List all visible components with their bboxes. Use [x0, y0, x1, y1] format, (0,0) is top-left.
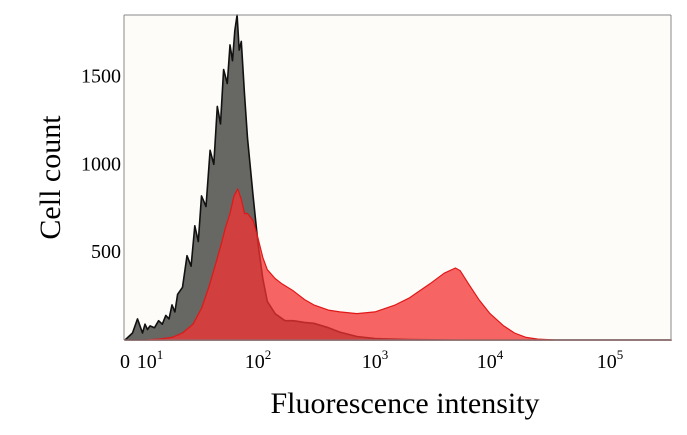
y-tick-label-1500: 1500	[81, 66, 121, 88]
y-tick-label-1000: 1000	[81, 153, 121, 175]
y-tick-label-500: 500	[91, 241, 121, 263]
x-tick-labels: 0 101 102 103 104 105	[120, 347, 623, 373]
histogram-series-2	[124, 188, 672, 341]
x-tick-label-10e4: 104	[477, 347, 504, 373]
x-tick-label-10e1: 101	[137, 347, 164, 373]
series-layer	[124, 14, 672, 341]
y-tick-labels: 500 1000 1500	[81, 66, 121, 264]
x-tick-label-0: 0	[120, 351, 130, 373]
x-tick-label-10e5: 105	[597, 347, 624, 373]
x-axis-title: Fluorescence intensity	[270, 387, 539, 420]
x-tick-label-10e3: 103	[362, 347, 389, 373]
y-axis-title: Cell count	[34, 115, 67, 240]
x-tick-label-10e2: 102	[245, 347, 272, 373]
